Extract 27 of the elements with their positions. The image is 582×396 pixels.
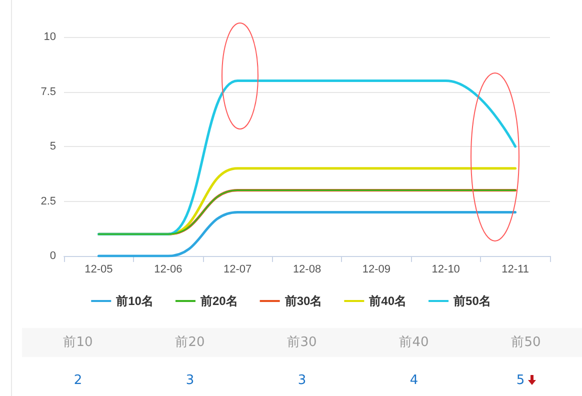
x-tick-label: 12-11 <box>502 264 529 276</box>
y-tick-label: 2.5 <box>40 195 56 208</box>
legend-label: 前10名 <box>115 294 154 308</box>
text: 5 <box>516 373 525 388</box>
text: 2 <box>74 373 82 388</box>
legend-label: 前50名 <box>452 294 491 308</box>
text: 4 <box>410 373 418 388</box>
legend-label: 前40名 <box>368 294 407 308</box>
x-tick-label: 12-08 <box>292 264 322 276</box>
x-tick-label: 12-10 <box>432 264 460 276</box>
x-tick-label: 12-05 <box>84 264 113 276</box>
legend-label: 前30名 <box>284 294 322 308</box>
y-tick-label: 0 <box>50 250 56 262</box>
text: 前30 <box>286 334 318 352</box>
x-tick-label: 12-06 <box>154 264 182 276</box>
y-tick-label: 10 <box>44 31 56 43</box>
text: 3 <box>186 373 194 388</box>
y-tick-label: 7.5 <box>40 86 56 98</box>
text: 前20 <box>174 334 206 352</box>
text: 3 <box>298 373 306 388</box>
text: 前50 <box>510 334 542 352</box>
text: 前10 <box>62 334 94 352</box>
text: 前40 <box>398 334 430 352</box>
x-tick-label: 12-09 <box>362 264 390 276</box>
legend-label: 前20名 <box>199 294 238 308</box>
x-tick-label: 12-07 <box>224 264 252 276</box>
y-tick-label: 5 <box>50 140 56 152</box>
